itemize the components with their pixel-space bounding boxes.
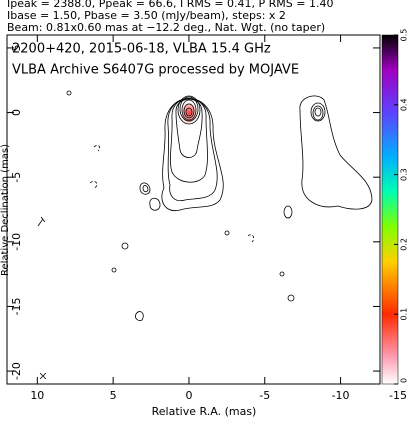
chart-subtitle: VLBA Archive S6407G processed by MOJAVE [12,63,299,78]
x-tick-label: -5 [259,389,270,402]
y-tick-label: -20 [10,362,23,380]
header-line: Ipeak = 2388.0, Ppeak = 66.6, I RMS = 0.… [7,0,334,10]
header-line: Beam: 0.81x0.60 mas at −12.2 deg., Nat. … [7,21,325,34]
y-tick-label: 0 [10,109,23,116]
y-tick-label: 5 [10,44,23,51]
contours [37,90,373,380]
x-tick-label: 0 [185,389,192,402]
colorbar-tick-label: 0.1 [400,308,409,321]
x-tick-label: 5 [110,389,117,402]
y-axis-label: Relative Declination (mas) [0,144,11,276]
chart-title: 2200+420, 2015-06-18, VLBA 15.4 GHz [12,42,271,57]
y-tick-label: -10 [10,233,23,251]
y-tick-label: -5 [10,172,23,183]
x-tick-label: -15 [389,389,407,402]
colorbar-tick-label: 0.2 [400,238,409,251]
header-line: Ibase = 1.50, Pbase = 3.50 (mJy/beam), s… [7,9,286,22]
colorbar-tick-label: 0.5 [400,29,409,42]
x-axis-label: Relative R.A. (mas) [152,405,257,418]
colorbar-tick-label: 0.3 [400,168,409,181]
x-tick-label: -10 [332,389,350,402]
y-tick-label: -15 [10,297,23,315]
x-tick-label: 10 [30,389,44,402]
colorbar [381,34,399,385]
colorbar-tick-label: 0.4 [400,98,409,111]
colorbar-tick-label: 0 [400,378,409,383]
plot-frame [6,34,381,385]
